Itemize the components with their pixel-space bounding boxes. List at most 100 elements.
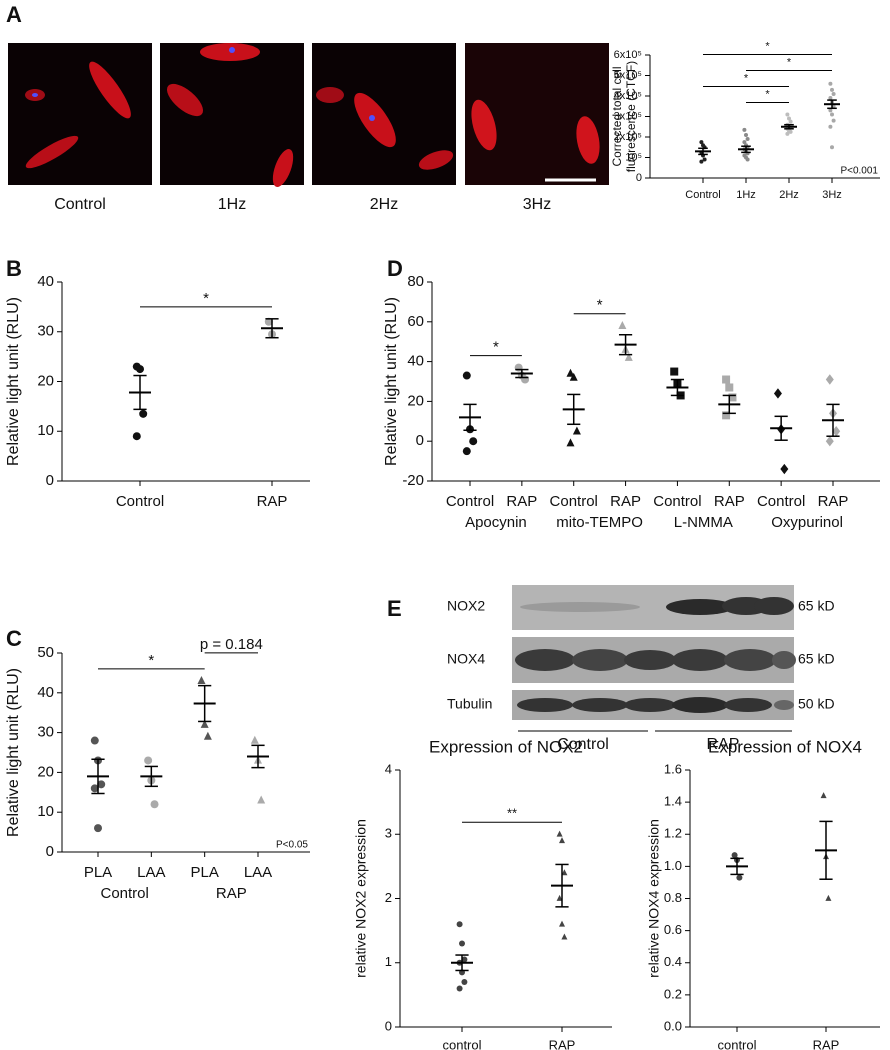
x-tick-label: 3Hz xyxy=(822,189,842,201)
data-point xyxy=(618,320,627,329)
western-blot: NOX2 NOX4 Tubulin 65 kD 65 kD 50 kD Cont… xyxy=(447,585,835,753)
nucleus xyxy=(32,93,38,97)
x-tick-label: Control xyxy=(116,493,164,510)
data-point xyxy=(456,921,463,928)
x-tick-label: RAP xyxy=(818,493,849,510)
data-point xyxy=(828,96,833,101)
data-point xyxy=(459,940,465,947)
data-point xyxy=(561,933,568,940)
y-tick-label: 1.4 xyxy=(664,794,682,809)
data-point xyxy=(264,317,273,326)
data-point xyxy=(736,874,743,881)
data-point xyxy=(830,112,834,117)
blot-size: 50 kD xyxy=(798,696,835,712)
data-point xyxy=(828,124,833,129)
y-tick-label: 5x10⁵ xyxy=(614,69,642,81)
blot-band xyxy=(754,597,794,615)
data-point xyxy=(197,676,206,685)
blot-band xyxy=(672,697,728,713)
y-tick-label: 0 xyxy=(636,172,642,184)
data-point xyxy=(257,795,266,804)
group-label: L-NMMA xyxy=(674,514,733,531)
y-tick-label: 0.0 xyxy=(664,1018,682,1033)
blot-band xyxy=(666,599,734,615)
data-point xyxy=(831,118,836,123)
group-label: RAP xyxy=(216,885,247,902)
y-tick-label: 1.2 xyxy=(664,826,682,841)
y-axis-label: Relative light unit (RLU) xyxy=(5,668,22,837)
data-point xyxy=(90,784,99,793)
y-tick-label: 2x10⁵ xyxy=(614,131,642,143)
chart-title: Expression of NOX2 xyxy=(429,737,583,756)
significance-label: * xyxy=(597,297,603,314)
data-point xyxy=(569,372,578,381)
image-label: Control xyxy=(54,196,106,213)
group-label: Control xyxy=(100,885,148,902)
y-tick-label: 40 xyxy=(407,353,424,370)
y-tick-label: 80 xyxy=(407,273,424,290)
y-tick-label: 0.4 xyxy=(664,954,682,969)
data-point xyxy=(722,375,731,384)
data-point xyxy=(566,368,575,377)
y-tick-label: 40 xyxy=(37,273,54,290)
y-tick-label: 4x10⁵ xyxy=(614,90,642,102)
x-tick-label: Control xyxy=(757,493,805,510)
data-point xyxy=(787,116,791,121)
y-tick-label: 10 xyxy=(37,803,54,820)
panel-label: D xyxy=(387,256,403,281)
significance-label: * xyxy=(765,88,770,100)
y-tick-label: 1.0 xyxy=(664,858,682,873)
chart-title: Expression of NOX4 xyxy=(708,737,862,756)
panel-label: A xyxy=(6,2,22,27)
blot-size: 65 kD xyxy=(798,651,835,667)
y-axis-label: fluorescence (CTCF) xyxy=(624,61,638,172)
y-tick-label: 0.6 xyxy=(664,922,682,937)
data-point xyxy=(462,371,471,380)
data-point xyxy=(559,920,565,927)
data-point xyxy=(825,894,832,901)
blot-group-label: RAP xyxy=(707,736,740,753)
y-axis-label: relative NOX4 expression xyxy=(646,819,662,978)
data-point xyxy=(722,411,731,420)
blot-band xyxy=(572,698,628,712)
y-tick-label: 4 xyxy=(385,761,392,776)
y-tick-label: 3x10⁵ xyxy=(614,110,642,122)
y-tick-label: 10⁵ xyxy=(625,151,642,163)
data-point xyxy=(728,393,737,402)
y-tick-label: 40 xyxy=(37,684,54,701)
y-tick-label: 0 xyxy=(46,472,54,489)
y-tick-label: 60 xyxy=(407,313,424,330)
blot-row-label: NOX2 xyxy=(447,598,485,614)
data-point xyxy=(203,731,212,740)
y-tick-label: 20 xyxy=(37,763,54,780)
x-tick-label: LAA xyxy=(137,864,165,881)
cell xyxy=(166,83,204,117)
data-point xyxy=(556,830,563,837)
data-point xyxy=(461,956,468,963)
y-axis-label: Relative light unit (RLU) xyxy=(5,297,22,466)
cell xyxy=(316,87,344,103)
data-point xyxy=(144,756,153,765)
x-tick-label: Control xyxy=(653,493,701,510)
x-tick-label: control xyxy=(442,1037,481,1050)
data-point xyxy=(745,157,750,162)
significance-label: * xyxy=(765,40,770,52)
cell xyxy=(576,116,600,164)
blot-band xyxy=(572,649,628,671)
data-point xyxy=(731,852,738,859)
data-point xyxy=(831,91,836,96)
data-point xyxy=(744,132,748,137)
blot-band xyxy=(515,649,575,671)
data-point xyxy=(139,409,148,418)
x-tick-label: Control xyxy=(446,493,494,510)
data-point xyxy=(702,157,707,162)
data-point xyxy=(456,985,463,992)
blot-band xyxy=(624,650,676,670)
blot-band xyxy=(624,698,676,712)
x-tick-label: PLA xyxy=(190,864,218,881)
image-label: 2Hz xyxy=(370,196,398,213)
data-point xyxy=(745,137,750,142)
significance-label: * xyxy=(493,339,499,356)
note: P<0.001 xyxy=(840,166,878,177)
